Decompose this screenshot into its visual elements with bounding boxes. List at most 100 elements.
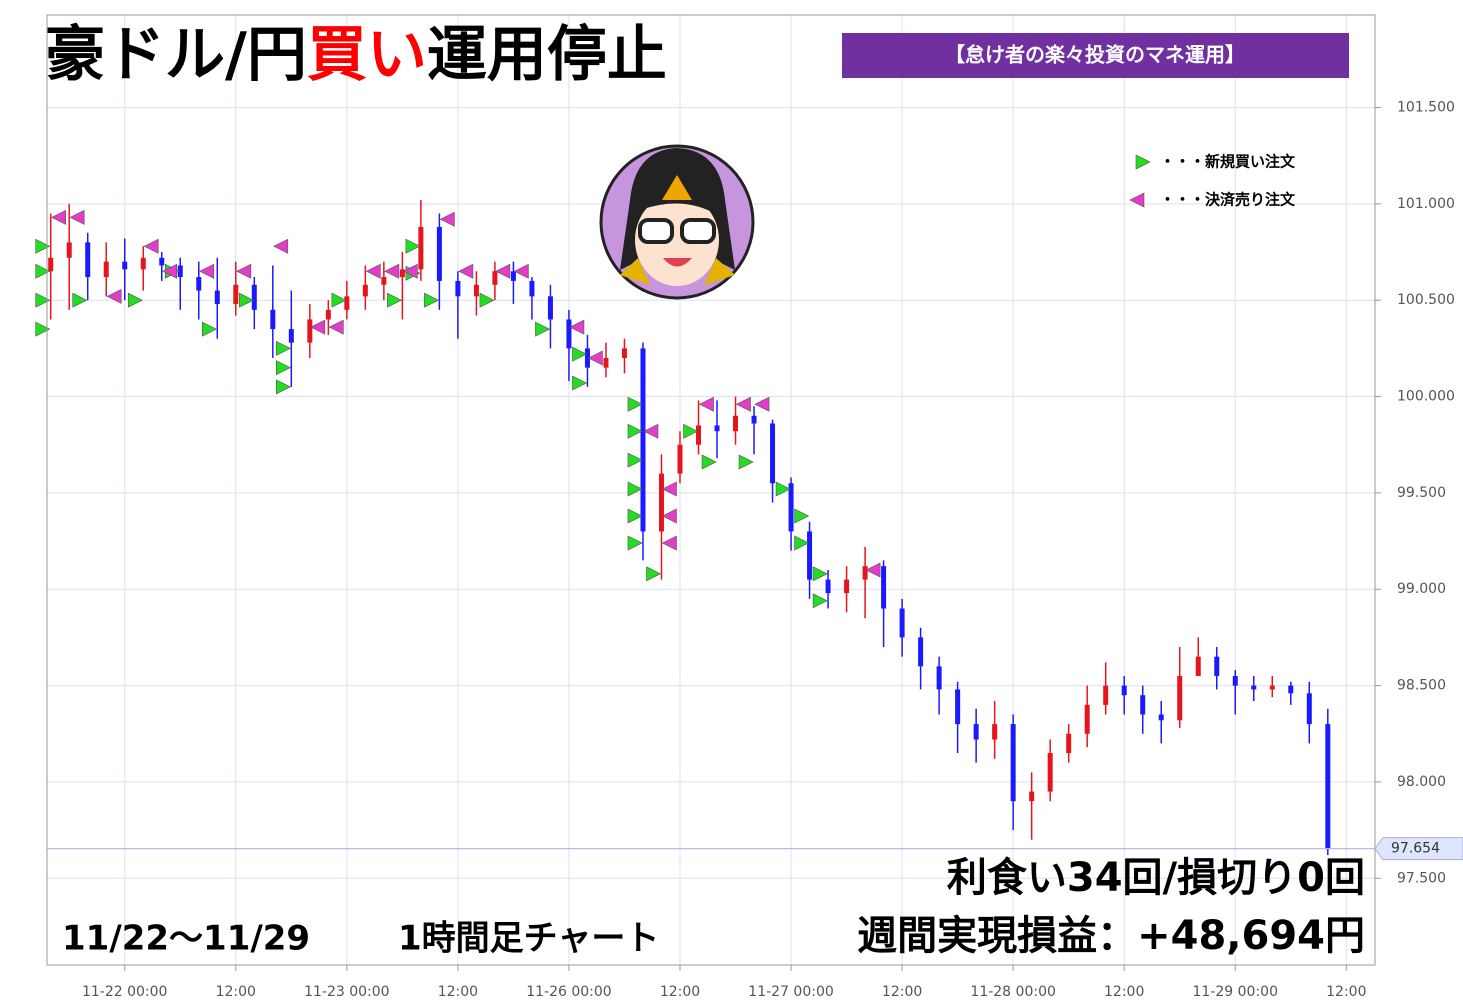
order-marker <box>661 508 677 524</box>
order-marker <box>69 209 85 225</box>
candle-body <box>788 483 794 532</box>
order-marker <box>276 379 291 395</box>
grid <box>47 15 1375 965</box>
order-marker <box>627 508 643 524</box>
x-tick-label: 11-28 00:00 <box>970 984 1055 1000</box>
order-marker <box>458 263 474 279</box>
order-marker <box>572 375 588 391</box>
order-marker <box>794 508 810 524</box>
candle-body <box>1103 685 1109 705</box>
x-tick-label: 12:00 <box>438 984 478 1000</box>
order-marker <box>273 238 289 254</box>
order-marker <box>51 209 67 225</box>
candle-body <box>455 280 461 297</box>
order-marker <box>683 423 699 439</box>
order-marker <box>865 562 881 578</box>
order-marker <box>35 238 51 254</box>
candle-body <box>177 265 183 278</box>
candle-body <box>862 566 868 580</box>
candle-body <box>362 284 368 297</box>
candle-body <box>1084 704 1090 734</box>
x-tick-label: 11-26 00:00 <box>526 984 611 1000</box>
order-marker <box>236 263 252 279</box>
candle-body <box>1047 753 1053 792</box>
current-price-tag <box>1374 837 1463 861</box>
candle-body <box>1140 695 1146 715</box>
banner-bg <box>842 33 1349 78</box>
candle-body <box>621 348 627 359</box>
candle-body <box>85 242 91 278</box>
x-tick-label: 12:00 <box>1104 984 1144 1000</box>
y-tick-label: 101.500 <box>1397 99 1455 115</box>
order-marker <box>72 292 88 308</box>
plot-frame <box>46 14 1376 966</box>
trades: 利食い34回/損切り0回 <box>947 855 1365 901</box>
legend-swatch <box>1135 154 1151 170</box>
order-marker <box>701 454 717 470</box>
order-marker <box>775 481 791 497</box>
candle-body <box>658 473 664 532</box>
order-marker <box>627 535 643 551</box>
x-tick-label: 11-27 00:00 <box>748 984 833 1000</box>
candle-body <box>733 415 739 432</box>
candle-body <box>1251 685 1257 690</box>
candle-body <box>325 309 331 320</box>
order-marker <box>328 319 344 335</box>
candle-body <box>973 724 979 740</box>
order-marker <box>698 396 714 412</box>
candle-body <box>714 425 720 432</box>
title-prefix: 豪ドル/円 <box>45 20 307 90</box>
order-marker <box>199 263 215 279</box>
candle-body <box>881 566 887 609</box>
candle-body <box>214 290 220 305</box>
order-marker <box>143 238 159 254</box>
timeframe: 1時間足チャート <box>398 919 659 959</box>
candle-body <box>307 319 313 343</box>
candle-body <box>1010 724 1016 802</box>
candle-body <box>1214 656 1220 676</box>
candle-body <box>529 280 535 297</box>
candle-body <box>1269 685 1275 690</box>
candle-body <box>807 531 813 580</box>
candle-body <box>1029 791 1035 802</box>
order-marker <box>238 292 254 308</box>
order-marker <box>387 292 403 308</box>
order-marker <box>738 454 754 470</box>
candle-body <box>1066 733 1072 754</box>
y-tick-label: 99.500 <box>1397 485 1446 501</box>
order-marker <box>405 238 421 254</box>
order-marker <box>569 319 585 335</box>
order-marker <box>794 535 810 551</box>
avatar <box>599 144 755 300</box>
order-marker <box>402 263 418 279</box>
period: 11/22～11/29 <box>62 919 310 959</box>
candle-body <box>770 423 776 484</box>
candle-body <box>399 269 405 278</box>
order-marker <box>201 321 217 337</box>
candle-body <box>640 348 646 532</box>
candle-body <box>696 425 702 445</box>
order-marker <box>627 423 643 439</box>
candle-body <box>1177 675 1183 721</box>
axes: 97.500 98.000 98.500 99.000 99.500 100.000 100… <box>82 99 1463 1000</box>
candle-body <box>436 226 442 281</box>
candle-body <box>159 257 165 266</box>
candle-body <box>196 277 202 291</box>
y-tick-label: 98.500 <box>1397 678 1446 694</box>
candle-body <box>510 271 516 281</box>
y-tick-label: 98.000 <box>1397 774 1446 790</box>
order-marker <box>35 292 51 308</box>
candle-body <box>233 284 239 305</box>
x-tick-label: 12:00 <box>1326 984 1366 1000</box>
candle-body <box>251 284 257 310</box>
candle-body <box>1121 685 1127 696</box>
candle-body <box>1158 714 1164 721</box>
candle-body <box>492 271 498 285</box>
order-marker <box>384 263 400 279</box>
candle-body <box>584 348 590 368</box>
order-marker <box>310 319 326 335</box>
candle-body <box>547 296 553 320</box>
order-marker <box>754 396 770 412</box>
